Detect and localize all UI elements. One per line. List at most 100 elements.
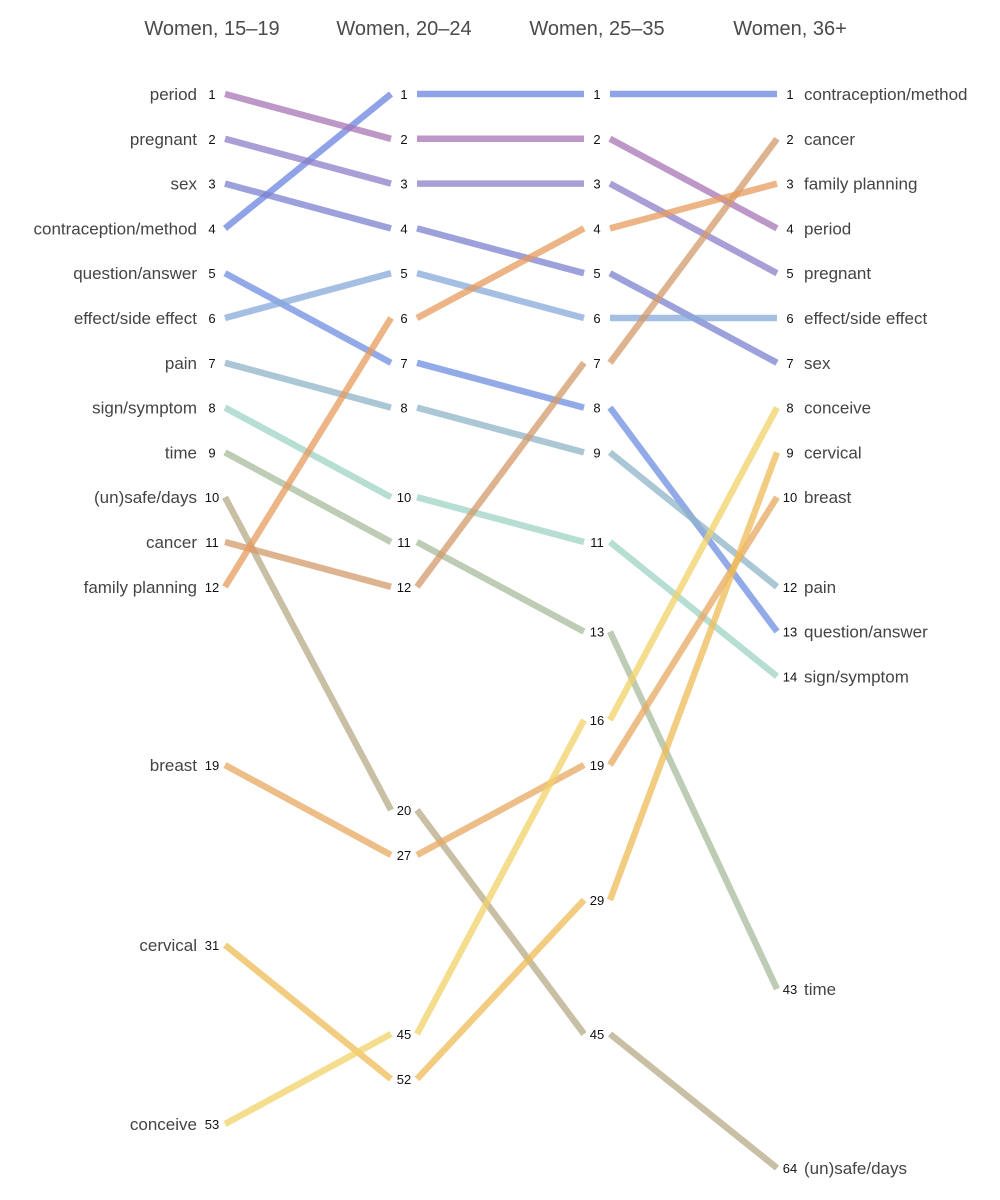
rank-label-question-answer-3: 8: [593, 401, 600, 416]
segment-conceive-3: [607, 406, 780, 722]
rank-label-breast-3: 19: [590, 758, 604, 773]
left-label-family-planning: family planning: [84, 578, 197, 597]
segment-cervical-1: [222, 942, 394, 1082]
rank-label-conceive-3: 16: [590, 713, 604, 728]
rank-label-time-3: 13: [590, 625, 604, 640]
segment-un-safe-days-3: [607, 1031, 780, 1171]
rank-label-question-answer-1: 5: [208, 266, 215, 281]
column-title-1: Women, 15–19: [144, 18, 279, 40]
rank-label-cancer-4: 2: [786, 132, 793, 147]
rank-label-cancer-1: 11: [205, 535, 219, 550]
segment-pregnant-1: [224, 135, 392, 187]
rank-label-pain-4: 12: [783, 580, 797, 595]
segment-cancer-3: [607, 136, 780, 365]
right-label-contraception-method: contraception/method: [804, 85, 968, 104]
rank-label-sex-4: 7: [786, 356, 793, 371]
right-label-period: period: [804, 219, 851, 238]
segment-sex-1: [224, 180, 392, 232]
rank-label-pregnant-4: 5: [786, 266, 793, 281]
segment-cancer-1: [224, 538, 392, 590]
rank-label-sign-symptom-4: 14: [783, 669, 797, 684]
segment-period-1: [224, 90, 392, 142]
rank-label-contraception-method-3: 1: [593, 87, 600, 102]
right-label-sign-symptom: sign/symptom: [804, 667, 909, 686]
left-label-question-answer: question/answer: [73, 264, 197, 283]
series-name-labels: contraception/method contraception/method…: [34, 85, 968, 1178]
segment-breast-3: [607, 495, 780, 767]
segment-family-planning-3: [609, 180, 778, 232]
rank-label-pregnant-3: 3: [593, 177, 600, 192]
rank-label-un-safe-days-2: 20: [397, 803, 411, 818]
rank-label-period-4: 4: [786, 221, 793, 236]
rank-label-sex-2: 4: [400, 221, 407, 236]
segment-period-3: [608, 135, 779, 232]
segment-question-answer-1: [223, 270, 393, 366]
segment-cancer-2: [414, 360, 587, 589]
left-label-cervical: cervical: [139, 936, 197, 955]
segment-cervical-3: [606, 451, 781, 902]
left-label-time: time: [165, 443, 197, 462]
right-label-un-safe-days: (un)safe/days: [804, 1159, 907, 1178]
segment-un-safe-days-2: [414, 808, 587, 1036]
rank-label-cervical-2: 52: [397, 1072, 411, 1087]
left-label-sex: sex: [171, 175, 198, 194]
rank-label-pain-1: 7: [208, 356, 215, 371]
right-label-breast: breast: [804, 488, 852, 507]
segment-pain-3: [607, 449, 780, 590]
segment-time-1: [223, 449, 393, 545]
right-label-family-planning: family planning: [804, 175, 917, 194]
rank-label-conceive-4: 8: [786, 401, 793, 416]
rank-label-family-planning-2: 6: [400, 311, 407, 326]
rank-label-cervical-4: 9: [786, 445, 793, 460]
right-label-cervical: cervical: [804, 443, 862, 462]
segment-effect-side-effect-2: [416, 270, 585, 322]
rank-label-question-answer-4: 13: [783, 625, 797, 640]
rank-label-question-answer-2: 7: [400, 356, 407, 371]
rank-label-effect-side-effect-4: 6: [786, 311, 793, 326]
segment-conceive-1: [223, 1031, 393, 1127]
rank-label-period-2: 2: [400, 132, 407, 147]
segment-conceive-2: [414, 718, 587, 1036]
rank-label-breast-4: 10: [783, 490, 797, 505]
left-label-breast: breast: [150, 756, 198, 775]
rank-label-sign-symptom-2: 10: [397, 490, 411, 505]
left-label-pain: pain: [165, 354, 197, 373]
left-label-sign-symptom: sign/symptom: [92, 399, 197, 418]
segment-time-2: [415, 539, 586, 635]
segment-time-3: [607, 630, 780, 991]
rank-label-cervical-3: 29: [590, 893, 604, 908]
left-label-pregnant: pregnant: [130, 130, 197, 149]
segment-family-planning-2: [415, 225, 586, 321]
rank-label-sign-symptom-1: 8: [208, 401, 215, 416]
rank-label-breast-2: 27: [397, 848, 411, 863]
rank-label-sign-symptom-3: 11: [590, 535, 604, 550]
segment-pain-2: [416, 404, 585, 456]
rank-label-sex-3: 5: [593, 266, 600, 281]
segment-cervical-2: [414, 897, 587, 1082]
rank-label-time-4: 43: [783, 982, 797, 997]
rank-label-conceive-2: 45: [397, 1027, 411, 1042]
segment-sign-symptom-3: [607, 539, 780, 679]
segment-effect-side-effect-1: [224, 270, 392, 322]
rank-label-family-planning-3: 4: [593, 221, 600, 236]
right-label-time: time: [804, 980, 836, 999]
rank-label-sex-1: 3: [208, 177, 215, 192]
rank-label-effect-side-effect-1: 6: [208, 311, 215, 326]
rank-label-contraception-method-2: 1: [400, 87, 407, 102]
rank-label-conceive-1: 53: [205, 1117, 219, 1132]
rank-label-family-planning-4: 3: [786, 177, 793, 192]
rank-label-period-1: 1: [208, 87, 215, 102]
left-label-period: period: [150, 85, 197, 104]
segment-sex-2: [416, 225, 585, 277]
left-label-un-safe-days: (un)safe/days: [94, 488, 197, 507]
left-label-cancer: cancer: [146, 533, 197, 552]
right-label-pregnant: pregnant: [804, 264, 871, 283]
left-label-contraception-method: contraception/method: [34, 219, 198, 238]
rank-label-un-safe-days-1: 10: [205, 490, 219, 505]
segment-pregnant-3: [608, 180, 779, 277]
segment-pain-1: [224, 359, 392, 411]
rank-label-pain-3: 9: [593, 445, 600, 460]
segment-family-planning-1: [222, 316, 394, 589]
left-label-effect-side-effect: effect/side effect: [74, 309, 197, 328]
